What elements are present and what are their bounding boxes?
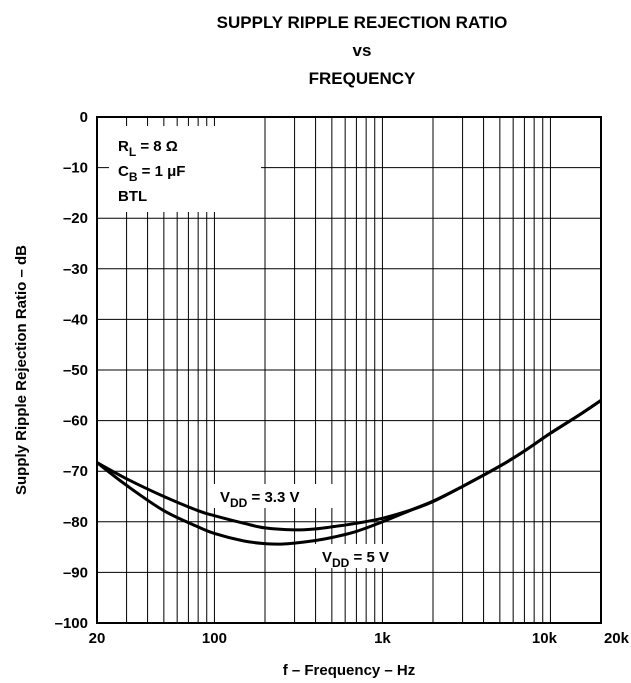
y-tick-label: –70 xyxy=(63,463,88,480)
y-axis-label: Supply Ripple Rejection Ratio – dB xyxy=(13,245,30,495)
series-line-1 xyxy=(96,399,602,546)
chart-title-line-2: vs xyxy=(353,41,372,60)
chart-title-line-3: FREQUENCY xyxy=(309,69,416,88)
y-tick-label: –40 xyxy=(63,311,88,328)
series-label-bg-3v3 xyxy=(212,484,344,508)
conditions-box xyxy=(109,126,261,212)
y-tick-labels: 0 –10 –20 –30 –40 –50 –60 –70 –80 –90 –100 xyxy=(55,109,88,632)
chart-title-line-1: SUPPLY RIPPLE REJECTION RATIO xyxy=(217,13,508,32)
x-axis-label: f – Frequency – Hz xyxy=(283,662,416,679)
x-tick-label: 20 xyxy=(89,630,106,647)
x-tick-label: 10k xyxy=(532,630,558,647)
series-label-vdd-3v3: VDD = 3.3 V xyxy=(220,489,299,510)
plot-frame xyxy=(96,116,602,624)
x-tick-label: 1k xyxy=(374,630,391,647)
y-tick-label: 0 xyxy=(80,109,88,126)
y-tick-label: –50 xyxy=(63,362,88,379)
y-tick-label: –90 xyxy=(63,564,88,581)
condition-cb: CB = 1 μF xyxy=(118,163,185,184)
y-tick-label: –20 xyxy=(63,210,88,227)
series-label-vdd-5v: VDD = 5 V xyxy=(322,549,389,570)
series-layer xyxy=(96,399,602,546)
y-tick-label: –10 xyxy=(63,160,88,177)
x-tick-label: 100 xyxy=(202,630,227,647)
x-tick-labels: 20 100 1k 10k 20k xyxy=(89,630,630,647)
y-tick-label: –30 xyxy=(63,261,88,278)
y-tick-label: –100 xyxy=(55,615,88,632)
x-tick-label: 20k xyxy=(604,630,630,647)
condition-rl: RL = 8 Ω xyxy=(118,138,178,159)
condition-btl: BTL xyxy=(118,188,147,205)
y-tick-label: –60 xyxy=(63,413,88,430)
series-label-bg-5v xyxy=(315,544,427,568)
y-tick-label: –80 xyxy=(63,514,88,531)
series-line-0 xyxy=(96,399,602,532)
